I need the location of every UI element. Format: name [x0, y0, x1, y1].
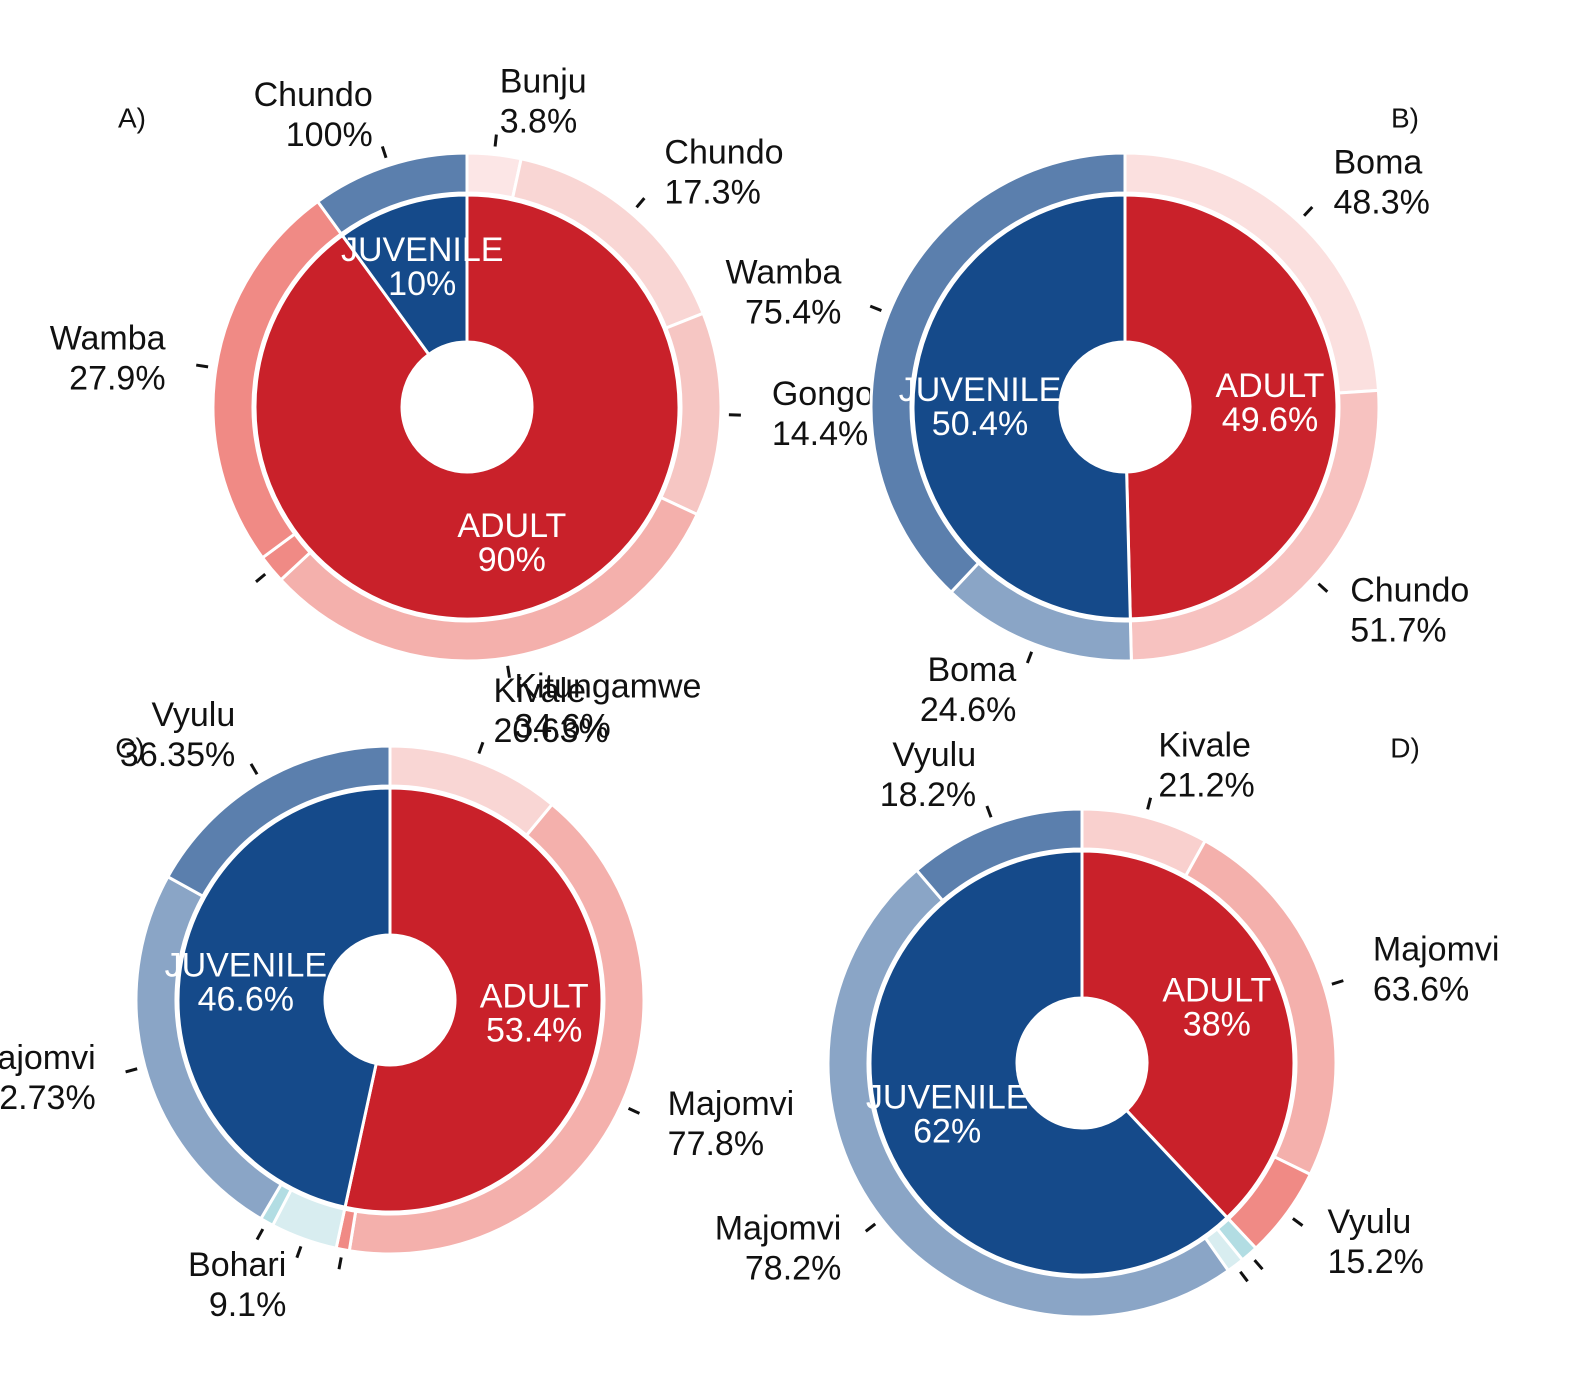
segment-name: Chundo [254, 76, 373, 114]
inner-value: 49.6% [1222, 401, 1318, 439]
segment-name: Bohari [188, 1246, 286, 1284]
label-tick [295, 1245, 303, 1259]
label-tick [255, 1228, 265, 1241]
segment-value: 20.63% [493, 712, 608, 750]
segment-name: Kivale [493, 672, 586, 710]
inner-name: JUVENILE [341, 231, 504, 269]
segment-value: 3.8% [500, 103, 577, 141]
inner-value: 90% [478, 541, 546, 579]
outer-segment [826, 868, 1231, 1319]
segment-value: 77.8% [668, 1125, 764, 1163]
inner-name: ADULT [1162, 972, 1271, 1010]
label-tick [380, 145, 388, 159]
inner-value: 10% [388, 265, 456, 303]
segment-value: 51.7% [1350, 612, 1446, 650]
inner-name: JUVENILE [866, 1078, 1029, 1116]
label-tick [493, 134, 498, 147]
segment-value: 15.2% [1327, 1243, 1423, 1281]
segment-name: Vyulu [892, 736, 976, 774]
inner-segment [1080, 849, 1296, 1220]
segment-name: Chundo [664, 134, 783, 172]
segment-value: 78.2% [745, 1249, 841, 1287]
inner-value: 62% [913, 1112, 981, 1150]
panel-label: C) [115, 732, 145, 763]
inner-name: JUVENILE [899, 371, 1062, 409]
label-tick [635, 197, 646, 209]
segment-name: Kitungamwe [514, 667, 701, 705]
segment-name: Wamba [50, 319, 166, 357]
inner-segment [911, 193, 1132, 621]
segment-value: 34.6% [514, 707, 610, 745]
label-tick [1253, 1259, 1264, 1271]
segment-value: 24.6% [920, 691, 1016, 729]
label-tick [1331, 979, 1344, 986]
segment-name: Boma [1333, 143, 1422, 181]
inner-segment [340, 193, 469, 357]
segment-value: 14.4% [772, 415, 868, 453]
label-tick [337, 1257, 343, 1270]
outer-segment [315, 151, 469, 236]
segment-value: 48.3% [1333, 183, 1429, 221]
inner-value: 50.4% [932, 405, 1028, 443]
segment-value: 75.4% [745, 294, 841, 332]
label-tick [1317, 582, 1329, 593]
segment-value: 17.3% [664, 174, 760, 212]
inner-name: ADULT [480, 977, 589, 1015]
label-tick [985, 805, 993, 818]
panel-label: B) [1391, 102, 1419, 133]
label-tick [1146, 797, 1153, 810]
segment-name: Chundo [1350, 572, 1469, 610]
inner-value: 38% [1183, 1006, 1251, 1044]
inner-value: 53.4% [486, 1011, 582, 1049]
label-tick [125, 1067, 138, 1074]
segment-name: Wamba [726, 254, 842, 292]
segment-name: Majomvi [668, 1085, 795, 1123]
segment-name: Vyulu [151, 696, 235, 734]
inner-name: ADULT [457, 507, 566, 545]
segment-value: 52.73% [0, 1079, 96, 1117]
segment-name: Vyulu [1327, 1203, 1411, 1241]
label-tick [477, 741, 485, 755]
label-tick [249, 763, 259, 775]
segment-value: 27.9% [69, 359, 165, 397]
segment-value: 21.2% [1158, 767, 1254, 805]
segment-value: 63.6% [1373, 970, 1469, 1008]
segment-value: 18.2% [880, 776, 976, 814]
segment-name: Bunju [500, 63, 587, 101]
label-tick [1302, 205, 1314, 217]
label-tick [1239, 1270, 1249, 1283]
inner-segment [1123, 193, 1339, 621]
inner-segment [176, 786, 392, 1209]
label-tick [1291, 1217, 1304, 1227]
segment-name: Boma [927, 651, 1016, 689]
segment-value: 36.35% [120, 736, 235, 774]
inner-segment [253, 193, 681, 621]
inner-name: ADULT [1216, 367, 1325, 405]
inner-value: 46.6% [198, 981, 294, 1019]
inner-name: JUVENILE [165, 947, 328, 985]
label-tick [627, 1107, 641, 1115]
segment-name: Majomvi [0, 1039, 96, 1077]
segment-value: 100% [286, 116, 373, 154]
label-tick [869, 304, 882, 312]
segment-name: Majomvi [1373, 930, 1500, 968]
inner-segment [343, 786, 604, 1214]
label-tick [864, 1222, 877, 1233]
segment-name: Kivale [1158, 727, 1251, 765]
outer-segment [165, 744, 392, 899]
outer-segment [869, 151, 1127, 595]
segment-value: 9.1% [209, 1286, 287, 1324]
label-tick [195, 363, 209, 369]
label-tick [255, 572, 267, 583]
label-tick [1025, 651, 1034, 664]
label-tick [506, 665, 512, 678]
panel-label: D) [1390, 732, 1420, 763]
panel-label: A) [118, 102, 146, 133]
outer-segment [914, 807, 1084, 903]
segment-name: Majomvi [715, 1209, 842, 1247]
inner-segment [868, 849, 1230, 1277]
